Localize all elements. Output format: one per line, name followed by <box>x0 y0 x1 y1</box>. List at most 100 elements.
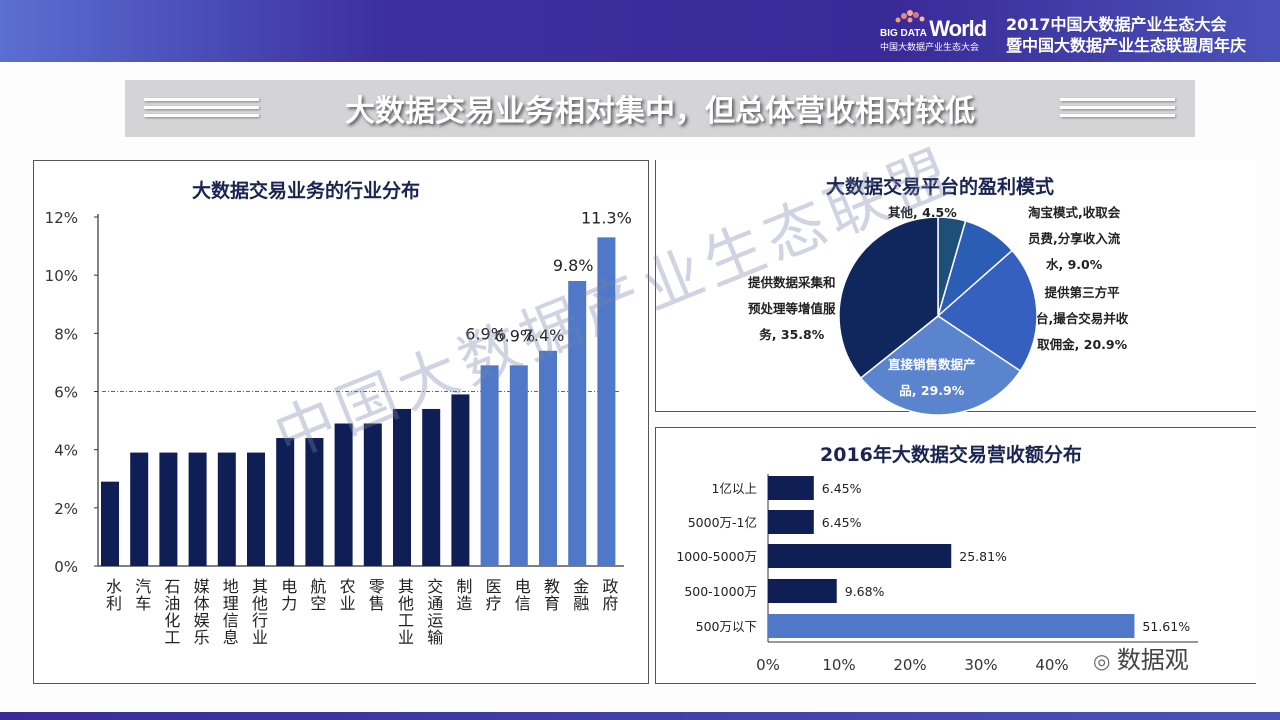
y-tick-label: 12% <box>45 209 78 227</box>
data-label: 6.45% <box>822 515 862 530</box>
pie-label-line: 台,撮合交易并收 <box>1036 311 1129 326</box>
y-tick-label: 0% <box>54 558 78 576</box>
category-label: 农业 <box>336 578 356 612</box>
category-label: 其他工业 <box>395 578 414 646</box>
category-label: 5000万-1亿 <box>688 515 757 530</box>
logo-text: BIG DATA World <box>880 16 987 41</box>
bar-石油化工 <box>159 452 178 566</box>
logo-subtitle: 中国大数据产业生态大会 <box>880 43 980 53</box>
revenue-chart-title: 2016年大数据交易营收额分布 <box>820 444 1082 466</box>
source-badge-text: 数据观 <box>1116 646 1189 674</box>
revenue-chart-panel <box>655 427 1256 684</box>
x-tick-label: 30% <box>964 656 997 674</box>
bar-电信 <box>509 365 528 566</box>
category-label: 零售 <box>365 578 385 612</box>
pie-label-direct: 直接销售数据产 品, 29.9% <box>888 352 976 404</box>
bar-金融 <box>568 280 587 566</box>
header-banner <box>0 0 1280 62</box>
category-label: 水利 <box>103 578 122 612</box>
category-label: 电力 <box>278 578 298 612</box>
pie-label-line: 水, 9.0% <box>1045 257 1103 272</box>
category-label: 交通运输 <box>424 578 444 646</box>
data-label: 9.68% <box>845 584 885 599</box>
category-label: 1000-5000万 <box>676 549 757 564</box>
data-label: 9.8% <box>553 256 594 275</box>
category-label: 500-1000万 <box>684 584 757 599</box>
category-label: 媒体娱乐 <box>190 578 210 646</box>
pie-label-line: 务, 35.8% <box>759 327 825 342</box>
pie-label-line: 提供第三方平 <box>1044 285 1120 300</box>
bar-1亿以上 <box>768 476 814 500</box>
category-label: 其他行业 <box>249 578 268 646</box>
bar-1000-5000万 <box>768 544 952 568</box>
category-label: 石油化工 <box>161 578 181 646</box>
category-label: 汽车 <box>132 578 152 612</box>
bar-其他工业 <box>393 408 411 566</box>
bar-航空 <box>305 438 324 566</box>
data-label: 7.4% <box>524 326 565 345</box>
slide-title-bar <box>125 80 1195 137</box>
wechat-icon: ◎ <box>1093 649 1117 673</box>
category-label: 500万以下 <box>696 619 757 634</box>
category-label: 制造 <box>453 578 473 612</box>
bar-500万以下 <box>768 614 1135 638</box>
data-label: 6.9% <box>465 324 506 343</box>
bar-5000万-1亿 <box>768 510 814 534</box>
data-label: 11.3% <box>581 208 632 227</box>
y-tick-label: 10% <box>45 267 78 285</box>
pie-slice <box>838 216 939 380</box>
bar-500-1000万 <box>768 579 837 603</box>
bar-地理信息 <box>217 452 236 566</box>
pie-slice <box>936 249 1038 372</box>
bar-农业 <box>334 423 353 566</box>
x-tick-label: 10% <box>822 656 855 674</box>
bar-教育 <box>539 350 557 566</box>
y-tick-label: 8% <box>54 325 78 343</box>
category-label: 教育 <box>541 578 560 612</box>
bar-交通运输 <box>422 408 441 566</box>
bar-政府 <box>597 237 616 566</box>
y-tick-label: 4% <box>54 442 78 460</box>
x-tick-label: 20% <box>893 656 926 674</box>
category-label: 地理信息 <box>219 578 239 646</box>
category-label: 航空 <box>307 578 327 612</box>
bar-水利 <box>101 481 119 566</box>
data-label: 6.45% <box>822 481 862 496</box>
event-title-line1: 2017中国大数据产业生态大会 <box>1006 15 1227 34</box>
industry-chart-title: 大数据交易业务的行业分布 <box>192 180 421 202</box>
pie-chart-title: 大数据交易平台的盈利模式 <box>826 176 1055 198</box>
pie-label-platform: 提供第三方平 台,撮合交易并收 取佣金, 20.9% <box>1036 280 1128 358</box>
pie-label-collect: 提供数据采集和 预处理等增值服 务, 35.8% <box>748 270 836 348</box>
category-label: 医疗 <box>482 578 502 612</box>
bar-制造 <box>451 394 470 566</box>
source-badge: ◎ 数据观 <box>1093 640 1189 675</box>
pie-label-line: 提供数据采集和 <box>748 275 836 290</box>
event-title-line2: 暨中国大数据产业生态联盟周年庆 <box>1006 36 1247 55</box>
pie-label-taobao: 淘宝模式,收取会 员费,分享收入流 水, 9.0% <box>1028 200 1120 278</box>
bar-电力 <box>276 438 295 566</box>
decorative-lines-right <box>1060 98 1175 122</box>
pie-label-line: 取佣金, 20.9% <box>1037 337 1128 352</box>
slide-title: 大数据交易业务相对集中，但总体营收相对较低 <box>345 94 975 129</box>
bar-媒体娱乐 <box>188 452 207 566</box>
bar-其他行业 <box>247 452 265 566</box>
pie-label-line: 预处理等增值服 <box>748 301 836 316</box>
category-label: 电信 <box>511 578 531 612</box>
data-label: 25.81% <box>959 549 1007 564</box>
logo-dots-icon <box>895 10 925 23</box>
bigdata-world-logo: BIG DATA World 中国大数据产业生态大会 <box>878 8 1002 54</box>
y-tick-label: 6% <box>54 384 78 402</box>
category-label: 金融 <box>570 578 590 612</box>
pie-label-line: 直接销售数据产 <box>888 357 976 372</box>
data-label: 6.9% <box>494 326 535 345</box>
pie-label-line: 员费,分享收入流 <box>1028 231 1121 246</box>
bar-医疗 <box>480 365 499 566</box>
bar-零售 <box>363 423 382 566</box>
pie-label-line: 其他, 4.5% <box>888 205 957 220</box>
y-tick-label: 2% <box>54 500 78 518</box>
footer-banner <box>0 712 1280 720</box>
pie-label-other: 其他, 4.5% <box>888 200 957 226</box>
decorative-lines-left <box>144 98 259 122</box>
pie-label-line: 品, 29.9% <box>899 383 965 398</box>
